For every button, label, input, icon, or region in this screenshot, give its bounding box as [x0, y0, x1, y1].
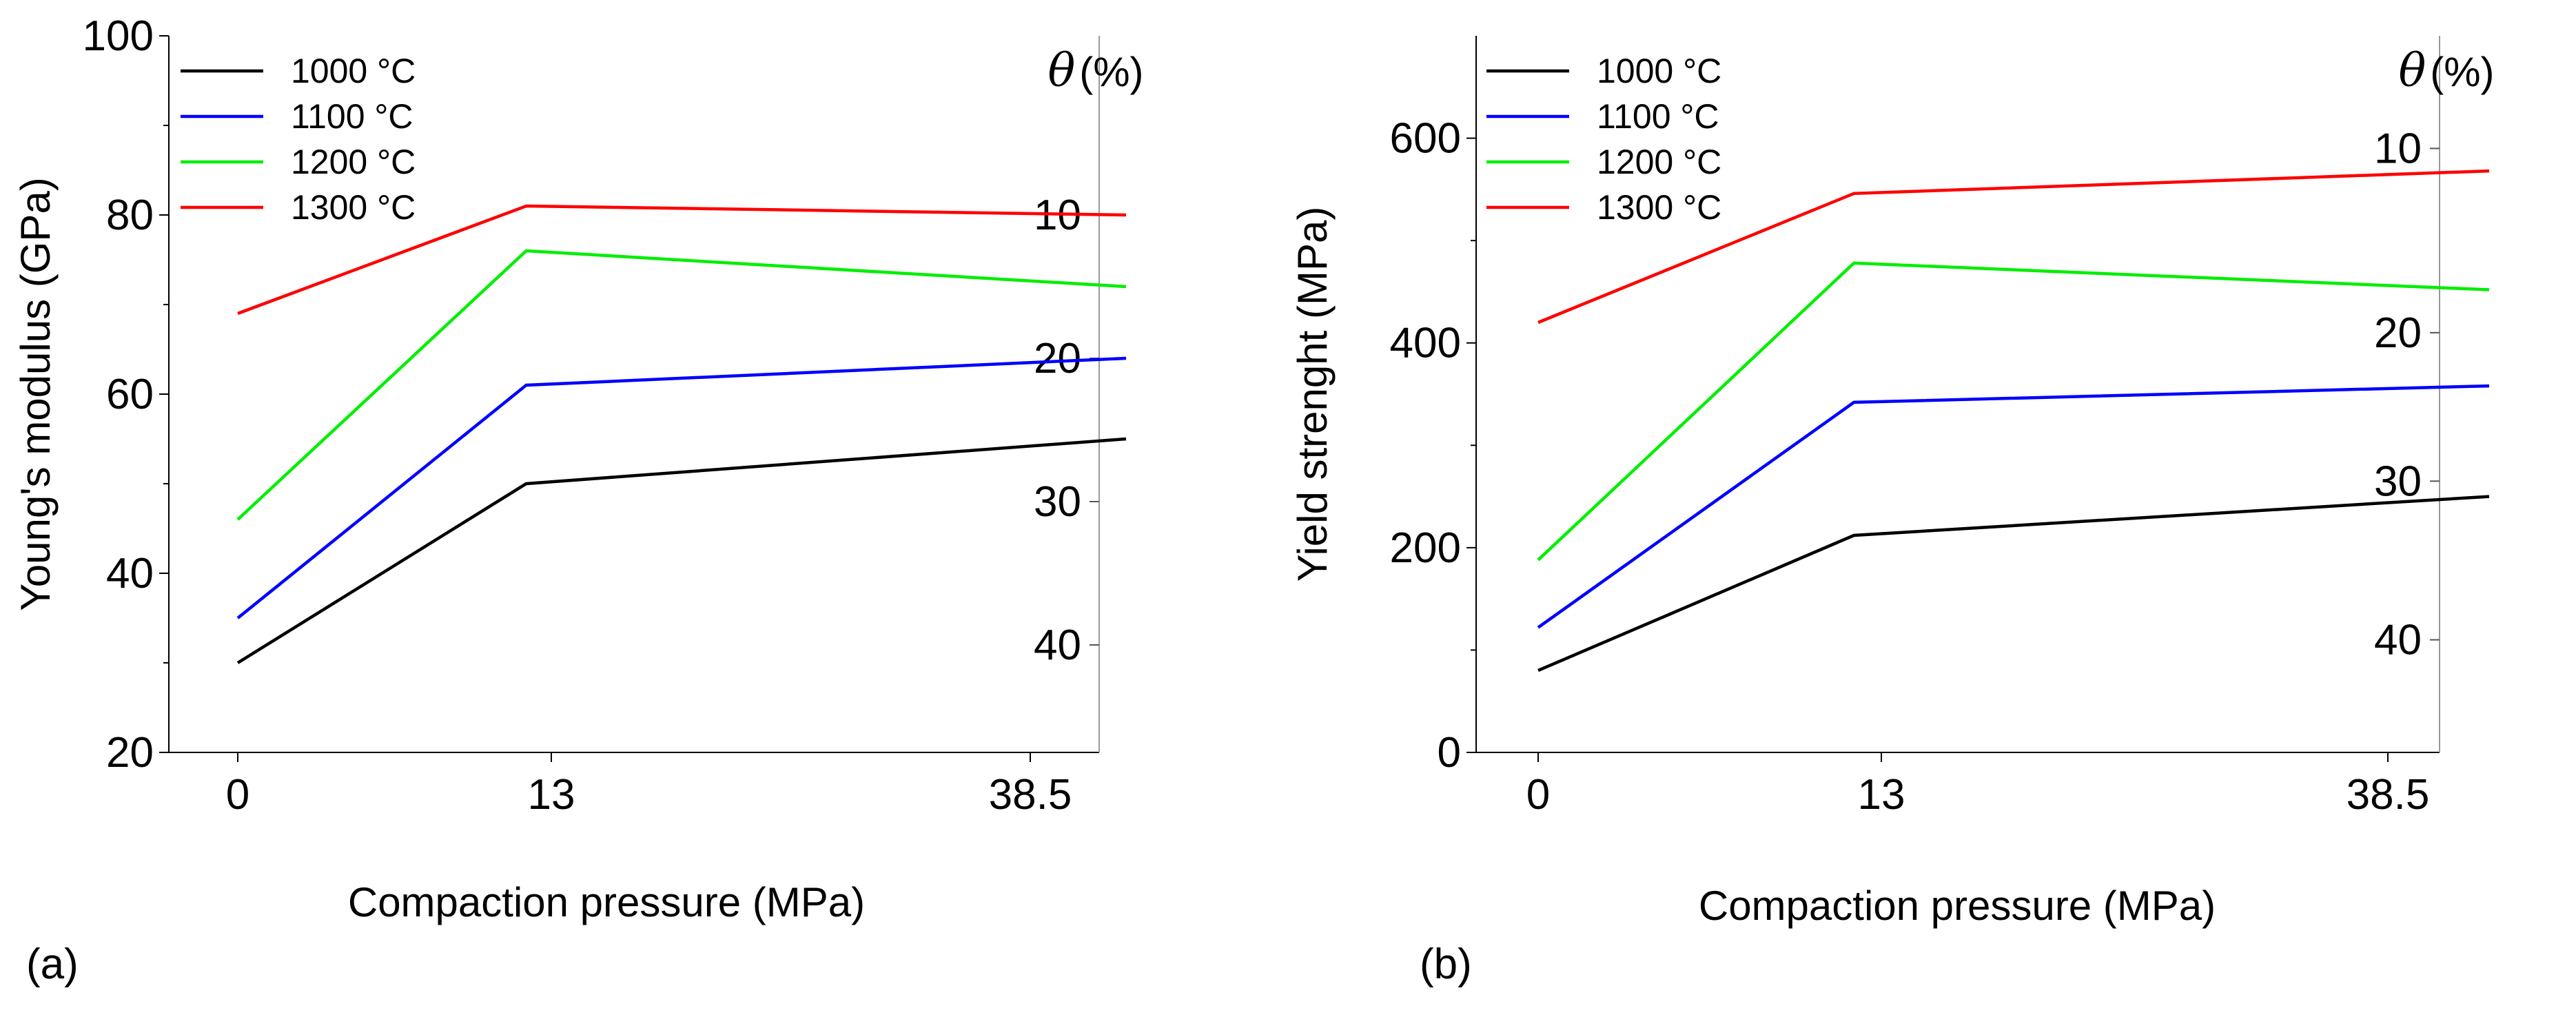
theta-symbol: θ [1047, 44, 1075, 97]
legend-label: 1200 °C [1597, 143, 1721, 181]
series-line-1300 [1537, 169, 2490, 325]
y-axis-label: Yield strenght (MPa) [1289, 207, 1336, 582]
y-tick-label: 60 [106, 371, 154, 418]
legend: 1000 °C 1100 °C 1200 °C 1300 °C [1486, 52, 1721, 227]
y2-axis-label: θ (%) [2398, 44, 2494, 97]
panel-label: (a) [26, 941, 79, 988]
legend: 1000 °C 1100 °C 1200 °C 1300 °C [181, 52, 416, 227]
y-tick-label: 0 [1438, 729, 1461, 777]
y-tick-label: 100 [83, 12, 154, 60]
x-tick-label: 13 [1858, 771, 1905, 819]
legend-label: 1200 °C [291, 143, 416, 181]
y-tick-label: 40 [106, 550, 154, 597]
series-line-1200 [236, 249, 1127, 521]
y-tick-label: 600 [1390, 115, 1461, 163]
theta-symbol: θ [2398, 44, 2426, 97]
y-tick-label: 200 [1390, 524, 1461, 572]
y2-tick-label: 10 [2374, 125, 2422, 172]
x-axis-label: Compaction pressure (MPa) [348, 879, 865, 925]
legend-label: 1100 °C [291, 97, 413, 136]
panel-label: (b) [1420, 941, 1472, 988]
series-line-1000 [1537, 495, 2490, 672]
series-line-1200 [1537, 261, 2490, 562]
y2-tick-label: 40 [2374, 617, 2422, 664]
x-tick-label: 0 [1526, 771, 1550, 819]
legend-label: 1300 °C [291, 188, 416, 227]
y2-axis-label: θ (%) [1047, 44, 1143, 97]
x-axis-label: Compaction pressure (MPa) [1699, 883, 2216, 929]
x-tick-label: 0 [226, 771, 249, 819]
y-tick-label: 400 [1390, 320, 1461, 367]
y2-tick-label: 20 [1034, 335, 1081, 382]
y-tick-label: 80 [106, 192, 154, 239]
legend-label: 1000 °C [1597, 52, 1721, 90]
y2-tick-label: 30 [2374, 458, 2422, 505]
y2-tick-label: 40 [1034, 622, 1081, 669]
y-tick-label: 20 [106, 729, 154, 777]
y-axis-label: Young's modulus (GPa) [12, 177, 59, 611]
series-line-1100 [1537, 384, 2490, 629]
series-line-1000 [236, 437, 1127, 664]
x-tick-label: 38.5 [989, 771, 1072, 819]
legend-label: 1300 °C [1597, 188, 1721, 227]
x-tick-label: 13 [528, 771, 575, 819]
series-line-1300 [237, 204, 1127, 316]
chart-panel-b: 0 200 400 600 0 13 38.5 10 20 30 40 θ (%) 1000 °C 1100… [1289, 36, 2495, 988]
y2-tick-label: 30 [1034, 478, 1081, 526]
legend-label: 1000 °C [291, 52, 416, 90]
theta-unit: (%) [1079, 49, 1143, 95]
y2-tick-label: 20 [2374, 309, 2422, 357]
theta-unit: (%) [2430, 49, 2494, 95]
legend-label: 1100 °C [1597, 97, 1719, 136]
series-line-1100 [236, 356, 1127, 619]
x-tick-label: 38.5 [2347, 771, 2430, 819]
